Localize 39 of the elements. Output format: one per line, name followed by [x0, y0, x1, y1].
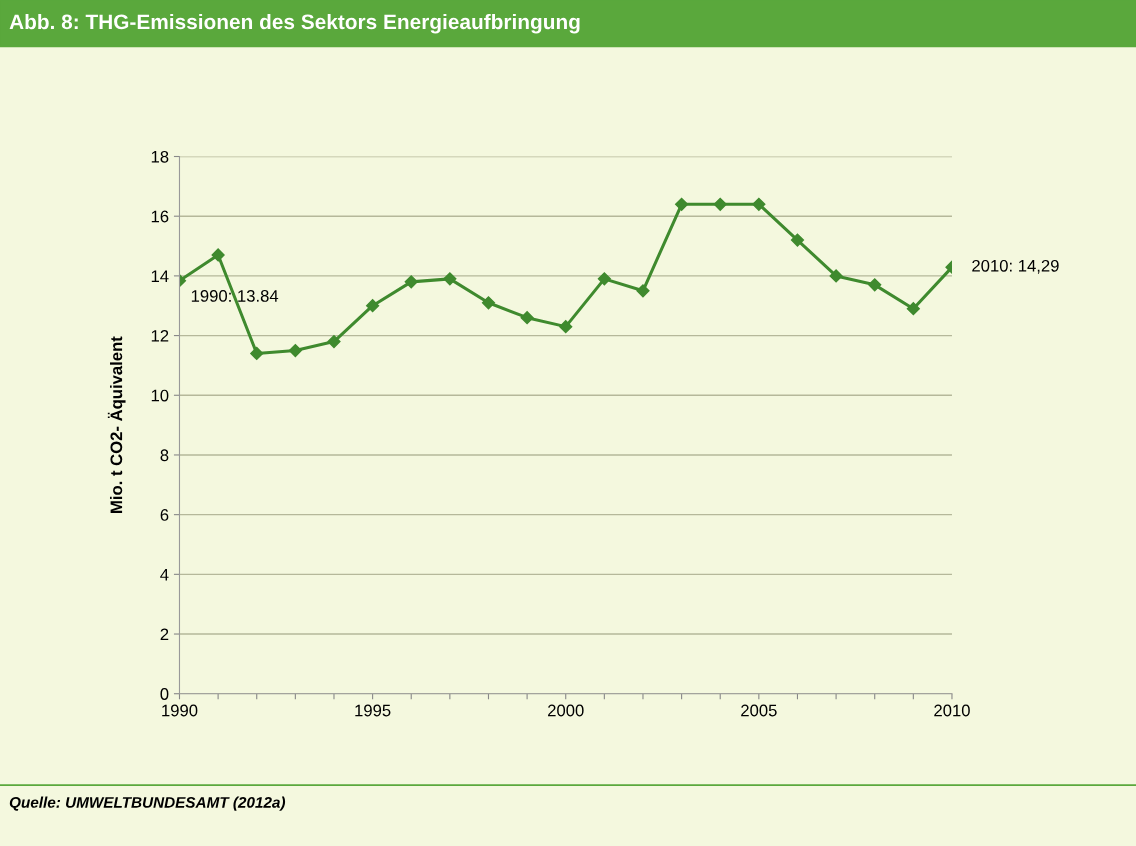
point [559, 320, 573, 334]
x-tick-label: 1995 [355, 704, 391, 717]
y-tick-label: 8 [160, 449, 169, 462]
point [404, 275, 418, 289]
point [906, 302, 920, 316]
y-tick-label: 4 [160, 568, 169, 581]
y-tick-label: 10 [151, 389, 169, 402]
point [327, 334, 341, 349]
point [636, 284, 650, 298]
point [829, 269, 843, 283]
y-tick-label: 2 [160, 628, 169, 641]
source-note: Quelle: UMWELTBUNDESAMT (2012a) [9, 796, 286, 811]
x-tick-label: 1990 [162, 704, 198, 717]
point [481, 296, 496, 310]
y-tick-label: 6 [160, 509, 169, 521]
y-axis-title: Mio. t CO2- Äquivalent [107, 336, 126, 513]
x-tick-label: 2010 [934, 704, 970, 717]
point [250, 346, 264, 361]
y-tick-label: 14 [151, 270, 169, 282]
x-tick-label: 2005 [741, 704, 777, 717]
point [520, 311, 534, 325]
y-tick-label: 18 [151, 150, 169, 163]
point [868, 278, 882, 292]
point [675, 197, 689, 211]
annotation: 1990: 13.84 [191, 290, 279, 302]
point [790, 233, 805, 247]
point [752, 197, 766, 211]
point [597, 272, 611, 286]
point [713, 197, 727, 211]
point [443, 272, 457, 286]
y-tick-label: 12 [151, 329, 169, 342]
point [211, 248, 225, 262]
point [366, 299, 380, 313]
point [288, 343, 302, 358]
y-tick-label: 16 [151, 210, 169, 223]
chart-title: Abb. 8: THG-Emissionen des Sektors Energieaufbringung [9, 13, 580, 34]
y-tick-label: 0 [160, 688, 169, 700]
x-tick-label: 2000 [548, 704, 584, 717]
annotation: 2010: 14,29 [972, 259, 1059, 274]
